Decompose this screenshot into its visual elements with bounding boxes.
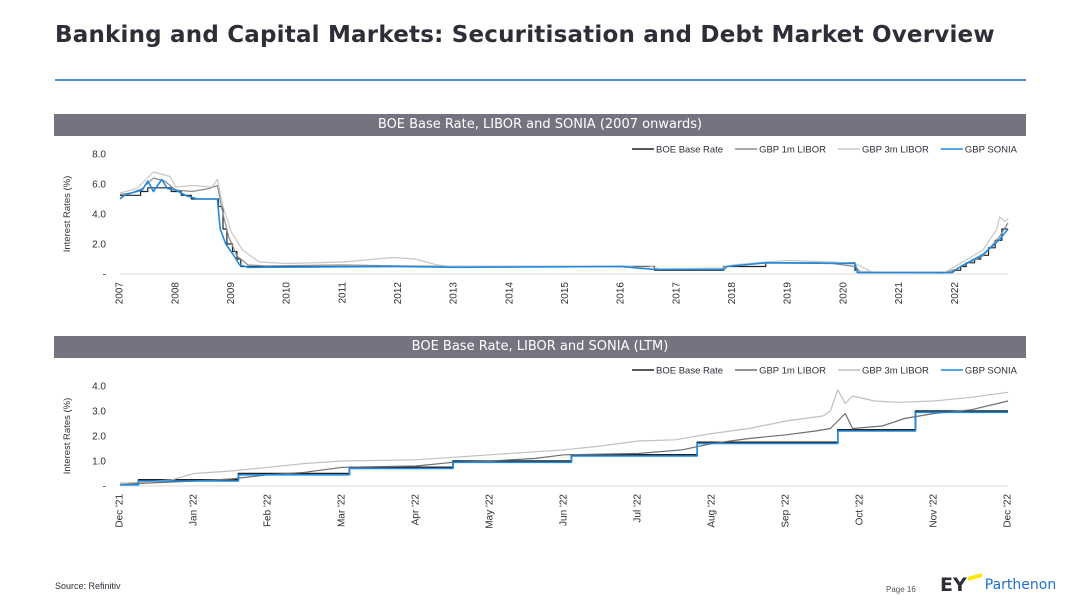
x-tick-label: 2017 (671, 282, 682, 305)
x-tick-label: 2007 (115, 282, 126, 305)
source-note: Source: Refinitiv (55, 581, 121, 591)
legend-label: GBP 3m LIBOR (862, 145, 929, 156)
x-tick-label: 2019 (783, 282, 794, 305)
x-tick-label: 2016 (616, 282, 627, 305)
x-tick-label: Dec '21 (115, 494, 126, 528)
y-tick-label: 6.0 (92, 180, 106, 191)
x-tick-label: 2018 (727, 282, 738, 305)
legend-label: GBP 1m LIBOR (759, 366, 826, 377)
x-tick-label: 2009 (226, 282, 237, 305)
x-tick-label: Aug '22 (707, 494, 718, 528)
y-tick-label: - (103, 270, 106, 281)
y-tick-label: 4.0 (92, 210, 106, 221)
legend-label: GBP SONIA (965, 366, 1018, 377)
x-tick-label: 2022 (950, 282, 961, 305)
x-tick-label: Jul '22 (633, 494, 644, 523)
x-tick-label: 2020 (838, 282, 849, 305)
legend-label: GBP SONIA (965, 145, 1018, 156)
legend-label: GBP 3m LIBOR (862, 366, 929, 377)
title-divider (55, 79, 1026, 81)
x-tick-label: 2008 (170, 282, 181, 305)
x-tick-label: 2014 (504, 282, 515, 305)
y-tick-label: - (103, 482, 106, 493)
legend-label: BOE Base Rate (656, 145, 723, 156)
series-line-gbp-1m-libor (119, 400, 1009, 485)
x-tick-label: Jan '22 (189, 494, 200, 526)
chart-2-title: BOE Base Rate, LIBOR and SONIA (LTM) (54, 336, 1026, 358)
x-tick-label: 2011 (337, 282, 348, 304)
y-tick-label: 3.0 (92, 407, 106, 418)
x-tick-label: Mar '22 (337, 494, 348, 527)
x-tick-label: Feb '22 (263, 494, 274, 527)
chart-1-title: BOE Base Rate, LIBOR and SONIA (2007 onw… (54, 114, 1026, 136)
x-tick-label: Jun '22 (559, 494, 570, 526)
series-line-gbp-sonia (119, 178, 1009, 274)
logo-beam-icon (967, 573, 982, 581)
page-number: Page 16 (886, 585, 916, 594)
logo-name-text: Parthenon (984, 577, 1057, 593)
y-tick-label: 8.0 (92, 150, 106, 161)
legend-label: BOE Base Rate (656, 366, 723, 377)
series-line-boe-base-rate (120, 410, 1008, 485)
y-tick-label: 4.0 (92, 382, 106, 393)
x-tick-label: Apr '22 (411, 494, 422, 526)
page-title: Banking and Capital Markets: Securitisat… (55, 22, 995, 48)
x-tick-label: 2012 (393, 282, 404, 305)
y-axis-label: Interest Rates (%) (62, 398, 73, 475)
x-tick-label: Sep '22 (781, 494, 792, 528)
x-tick-label: Dec '22 (1003, 494, 1014, 528)
legend-label: GBP 1m LIBOR (759, 145, 826, 156)
series-line-gbp-3m-libor (119, 389, 1009, 485)
logo-ey-text: EY (940, 574, 967, 596)
series-line-gbp-1m-libor (119, 177, 1009, 274)
series-line-gbp-3m-libor (119, 171, 1009, 274)
chart-1: Interest Rates (%) - 2.0 4.0 6.0 8.0 2007 2008 2… (62, 145, 1018, 305)
series-line-gbp-sonia (120, 411, 1008, 486)
x-tick-label: May '22 (485, 494, 496, 529)
y-tick-label: 2.0 (92, 432, 106, 443)
ey-parthenon-logo: EY Parthenon (940, 573, 1056, 595)
x-tick-label: 2021 (894, 282, 905, 305)
y-tick-label: 1.0 (92, 457, 106, 468)
x-tick-label: Nov '22 (929, 494, 940, 528)
x-tick-label: 2015 (560, 282, 571, 305)
y-tick-label: 2.0 (92, 240, 106, 251)
x-tick-label: Oct '22 (855, 494, 866, 526)
x-tick-label: 2013 (449, 282, 460, 305)
chart-2: Interest Rates (%) - 1.0 2.0 3.0 4.0 Dec '21 Ja… (62, 366, 1018, 529)
y-axis-label: Interest Rates (%) (62, 176, 73, 253)
x-tick-label: 2010 (282, 282, 293, 305)
series-line-boe-base-rate (120, 187, 1008, 274)
